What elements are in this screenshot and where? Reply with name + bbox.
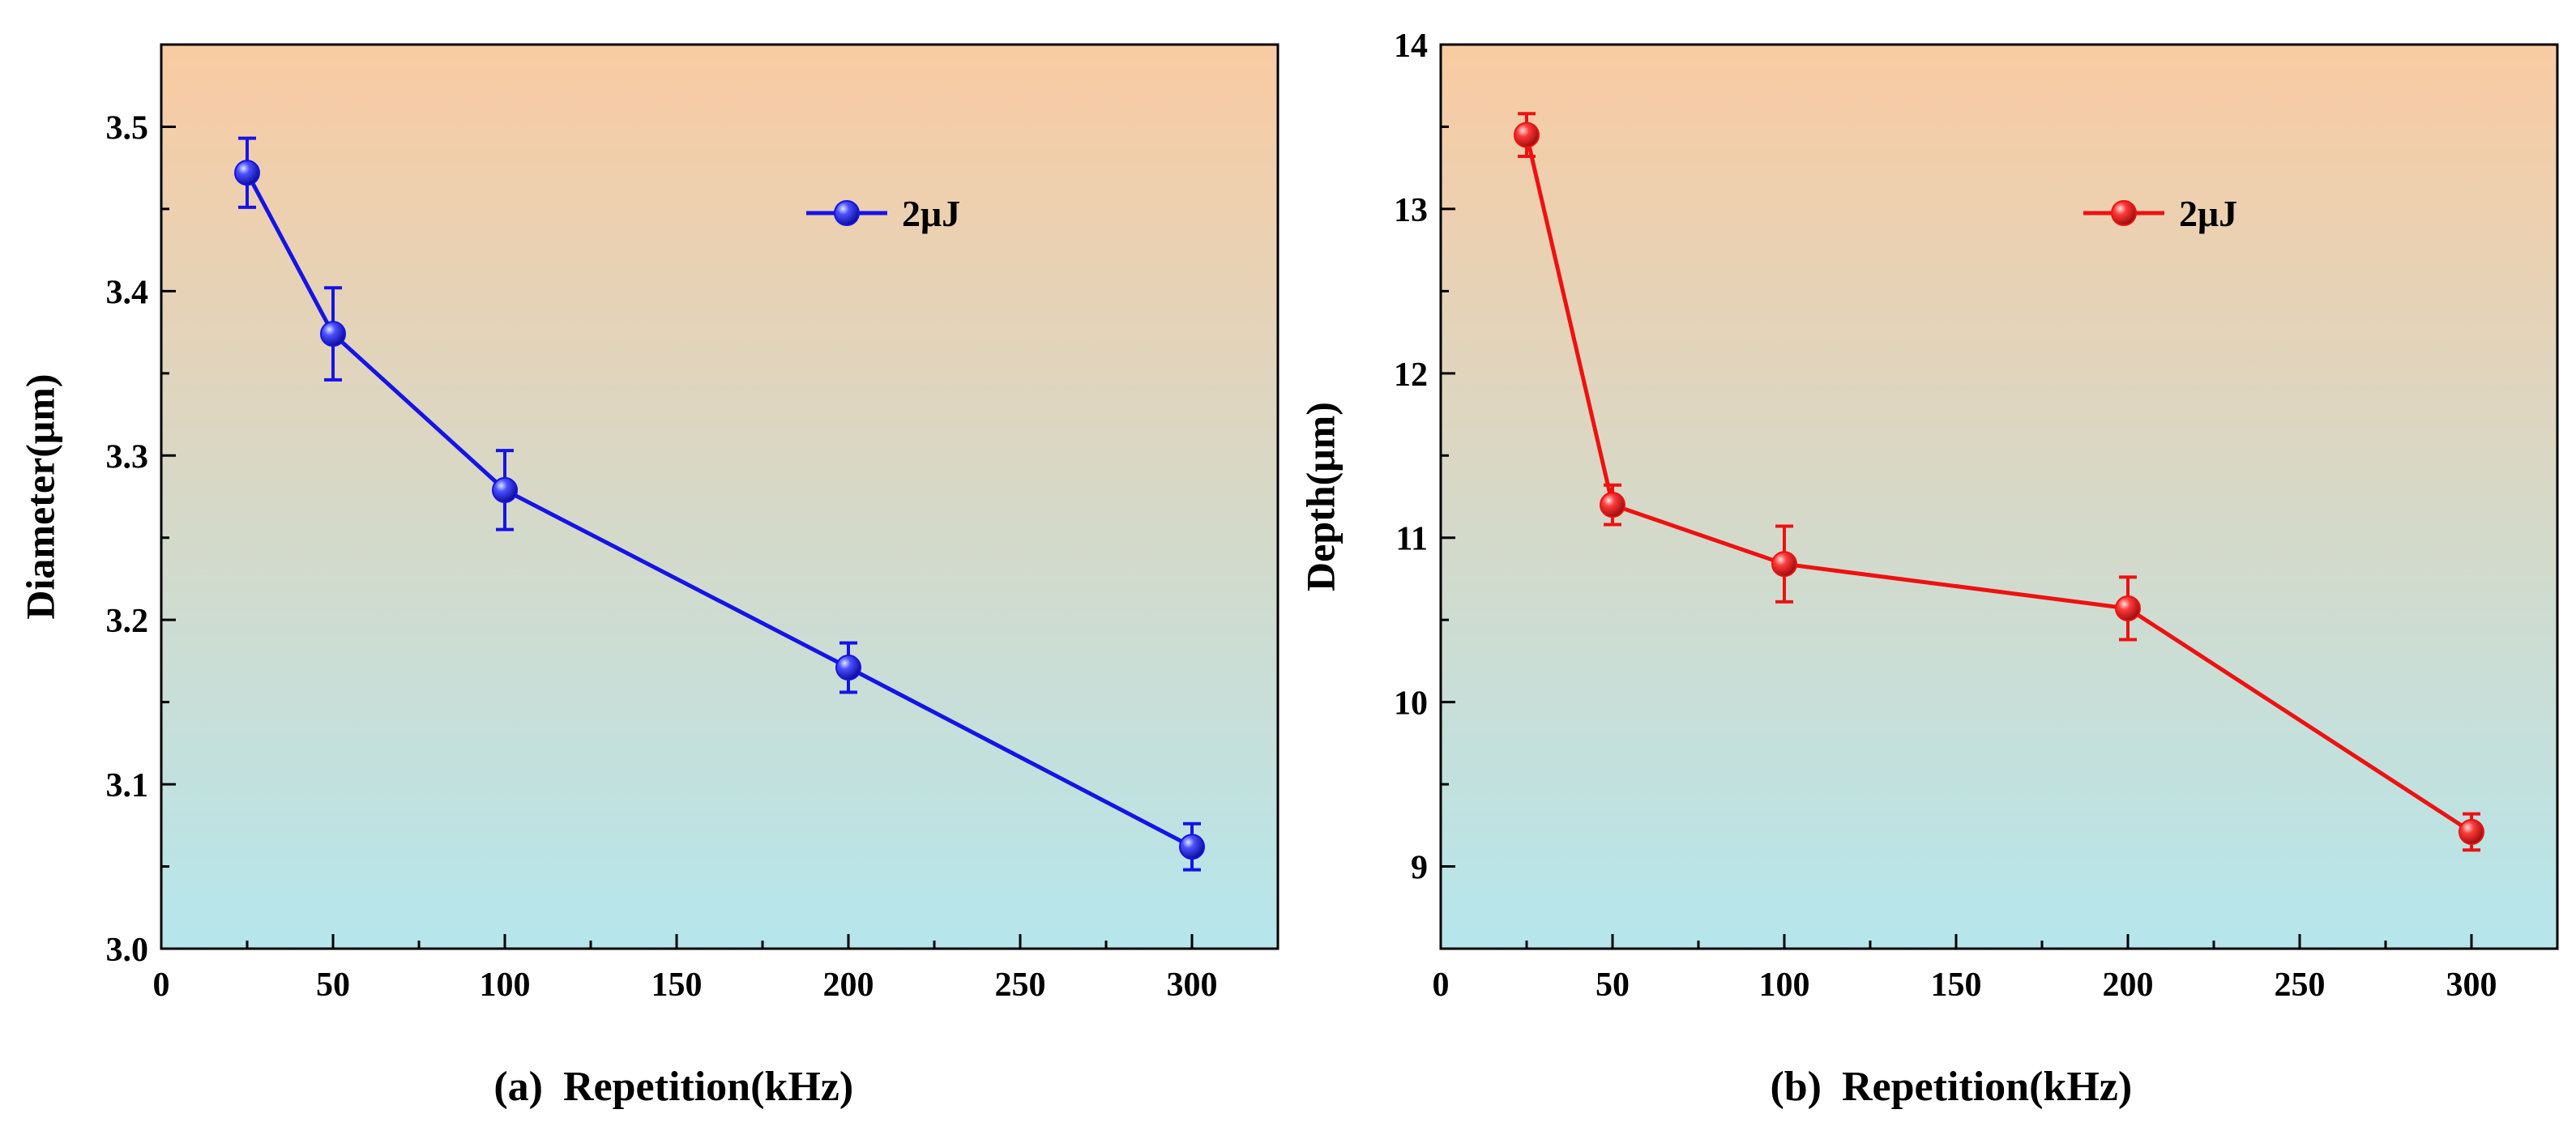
x-tick-label: 250 [995,966,1046,1004]
x-axis-label-group: (a) Repetition(kHz) [493,1064,853,1110]
x-tick-label: 200 [2103,966,2154,1004]
y-tick-label: 13 [1394,192,1428,229]
data-point [2459,818,2484,845]
plot-area-background [161,45,1278,949]
x-axis-label: Repetition(kHz) [563,1064,853,1110]
y-tick-label: 3.5 [106,109,149,147]
x-tick-label: 0 [1433,966,1450,1004]
y-tick-label: 3.0 [106,932,149,969]
y-tick-label: 3.1 [106,767,149,804]
legend: 2μJ [806,193,960,234]
legend-label: 2μJ [2179,193,2237,234]
x-tick-label: 250 [2275,966,2326,1004]
legend: 2μJ [2083,193,2237,234]
plot-frame [160,43,1279,950]
data-point [1514,122,1540,148]
data-point [234,160,260,186]
data-point [492,476,518,503]
y-axis-label: Depth(μm) [1297,402,1343,591]
x-axis-label: Repetition(kHz) [1842,1064,2132,1110]
x-axis-label-group: (b) Repetition(kHz) [1770,1064,2132,1110]
x-tick-label: 50 [1596,966,1630,1004]
y-tick-label: 10 [1394,685,1428,723]
x-tick-label: 150 [1931,966,1982,1004]
y-tick-label: 11 [1395,521,1428,558]
data-point [1771,551,1797,578]
legend-label: 2μJ [902,193,960,234]
x-tick-label: 50 [316,966,350,1004]
legend-marker [2111,200,2137,226]
x-axis-ticks: 0 50 100 150 200 250 300 [1433,934,2497,1004]
x-tick-label: 100 [480,966,531,1004]
x-tick-label: 100 [1759,966,1810,1004]
data-point [1600,492,1625,518]
data-point [320,321,346,348]
panel-a-diameter-chart: 3.0 3.1 3.2 3.3 3.4 3.5 0 50 100 150 200 250 300 2μ… [17,43,1279,1110]
y-tick-label: 3.4 [106,274,149,311]
series-2uj [234,136,1205,872]
legend-marker [834,200,860,226]
series-2uj [1514,112,2484,852]
x-tick-label: 0 [153,966,170,1004]
x-tick-label: 150 [651,966,703,1004]
plot-frame [1439,43,2559,950]
data-point [1179,834,1205,860]
data-point [2115,595,2141,621]
y-tick-label: 12 [1394,356,1428,394]
y-tick-label: 3.2 [106,603,149,640]
x-tick-label: 300 [1167,966,1218,1004]
data-point [835,655,861,681]
panel-label: (a) [493,1064,543,1110]
y-tick-label: 14 [1394,28,1428,65]
x-tick-label: 300 [2446,966,2497,1004]
panel-b-depth-chart: 9 10 11 12 13 14 0 50 100 150 200 250 300 2μJ Depth… [1297,28,2559,1110]
x-axis-ticks: 0 50 100 150 200 250 300 [153,934,1218,1004]
panel-label: (b) [1770,1064,1822,1110]
y-tick-label: 9 [1411,850,1428,887]
plot-area-background [1441,45,2557,949]
y-tick-label: 3.3 [106,438,149,476]
y-axis-label: Diameter(μm) [17,373,62,619]
y-axis-ticks: 3.0 3.1 3.2 3.3 3.4 3.5 [106,109,176,969]
x-tick-label: 200 [823,966,874,1004]
